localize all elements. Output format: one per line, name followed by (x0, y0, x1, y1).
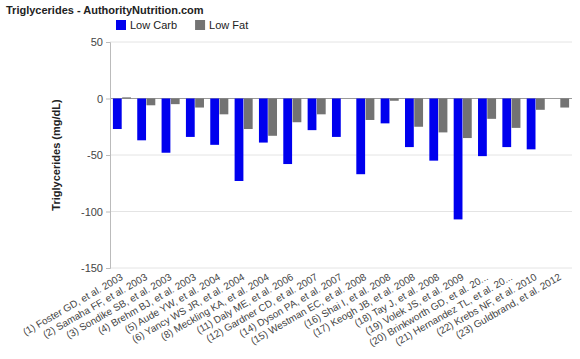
bar (454, 99, 463, 220)
y-tick-label: 0 (97, 93, 103, 105)
legend-label: Low Carb (130, 19, 177, 31)
y-tick-label: -100 (81, 206, 103, 218)
x-tick: (23) Guldbrand, et al. 2012 (454, 271, 563, 341)
x-tick: (22) Krebs NF, et al. 2010 (434, 271, 539, 338)
y-axis-title: Triglycerides (mg/dL) (50, 99, 62, 211)
legend-item: Low Carb (116, 19, 177, 31)
grid-line (110, 211, 572, 212)
y-tick-mark (106, 212, 110, 213)
chart: Triglycerides - AuthorityNutrition.com -1… (0, 0, 580, 359)
bar (536, 99, 545, 110)
y-tick: -100 (81, 206, 110, 218)
x-tick-label: (23) Guldbrand, et al. 2012 (454, 271, 563, 341)
y-tick: -50 (87, 149, 110, 161)
legend-swatch (116, 20, 126, 30)
x-tick-label: (22) Krebs NF, et al. 2010 (434, 271, 539, 338)
grid (110, 42, 572, 268)
legend: Low Carb Low Fat (116, 19, 248, 31)
bar (293, 99, 302, 123)
bars (113, 97, 569, 219)
y-tick-mark (106, 268, 110, 269)
bar (512, 99, 521, 128)
title: Triglycerides - AuthorityNutrition.com (6, 4, 204, 16)
bar (283, 99, 292, 165)
bar (220, 99, 229, 115)
bar (390, 99, 399, 101)
bar (235, 99, 244, 181)
grid-line (110, 42, 572, 43)
legend-label: Low Fat (209, 19, 248, 31)
bar (405, 99, 414, 148)
y-tick-mark (106, 155, 110, 156)
bar (147, 99, 156, 106)
bar (356, 99, 365, 175)
plot: -150 -100 -50 0 50 (1) Foster GD, et al. 2003… (21, 36, 572, 348)
bar (308, 99, 317, 131)
bar (186, 99, 195, 137)
bar (332, 99, 341, 137)
x-axis: (1) Foster GD, et al. 2003(2) Samaha FF,… (21, 271, 563, 348)
bar (502, 99, 511, 148)
bar (429, 99, 438, 161)
bar (113, 99, 122, 130)
y-tick-mark (106, 42, 110, 43)
y-tick-label: -50 (87, 149, 103, 161)
bar (487, 99, 496, 119)
bar (414, 99, 423, 127)
bar (560, 99, 569, 108)
y-axis: -150 -100 -50 0 50 (81, 36, 111, 274)
y-tick-mark (106, 99, 110, 100)
bar (195, 99, 204, 108)
bar (210, 99, 219, 145)
bar (244, 99, 253, 130)
bar (171, 99, 180, 105)
legend-swatch (195, 20, 205, 30)
bar (137, 99, 146, 141)
legend-item: Low Fat (195, 19, 248, 31)
bar (162, 99, 171, 153)
bar (439, 99, 448, 133)
y-tick-label: 50 (91, 36, 103, 48)
y-axis-line (106, 43, 111, 269)
y-tick: -150 (81, 262, 110, 274)
bar (366, 99, 375, 120)
y-tick-label: -150 (81, 262, 103, 274)
bar (527, 99, 536, 150)
y-tick: 50 (91, 36, 110, 48)
bar (268, 99, 277, 136)
grid-line (110, 268, 572, 269)
y-tick: 0 (97, 93, 110, 105)
bar (463, 99, 472, 139)
bar (259, 99, 268, 143)
bar (478, 99, 487, 157)
bar (122, 97, 131, 98)
bar (317, 99, 326, 115)
bar (381, 99, 390, 124)
grid-line (110, 155, 572, 156)
